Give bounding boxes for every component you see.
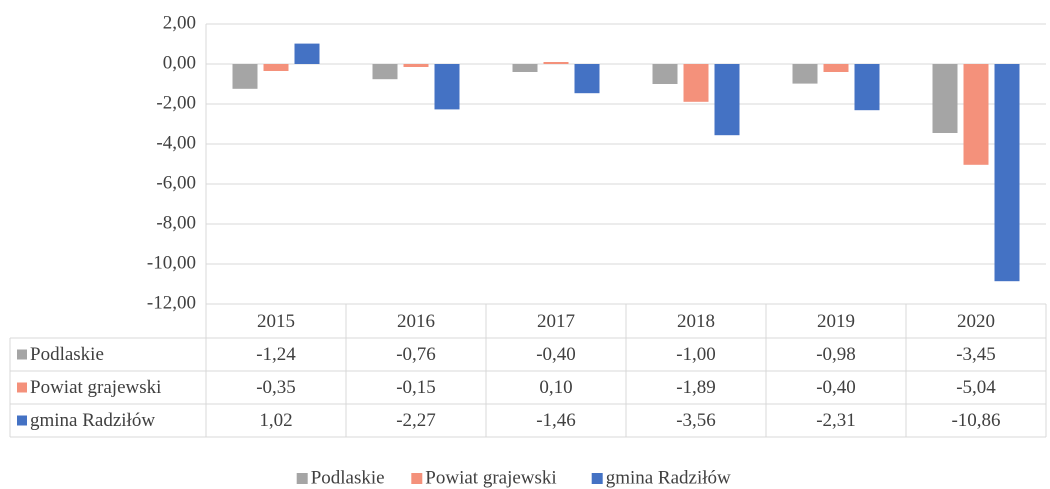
table-legend-key <box>17 382 27 393</box>
x-tick-label: 2020 <box>957 311 995 332</box>
bar <box>434 64 460 110</box>
bar <box>543 62 569 64</box>
table-value: -0,98 <box>816 344 856 365</box>
legend-label: Powiat grajewski <box>425 467 556 488</box>
bar <box>294 43 320 64</box>
table-value: -0,76 <box>396 344 436 365</box>
table-value: -3,56 <box>676 410 716 431</box>
bar <box>652 64 678 84</box>
bar <box>854 64 880 111</box>
bar <box>403 64 429 67</box>
table-row-label: Powiat grajewski <box>30 377 161 398</box>
table-value: -10,86 <box>951 410 1000 431</box>
table-value: -1,24 <box>256 344 296 365</box>
x-tick-label: 2019 <box>817 311 855 332</box>
y-tick-label: 0,00 <box>163 52 196 73</box>
y-tick-label: -10,00 <box>147 252 196 273</box>
legend-label: gmina Radziłów <box>606 467 731 488</box>
bar <box>683 64 709 102</box>
table-value: -5,04 <box>956 377 996 398</box>
bar <box>512 64 538 72</box>
bar <box>792 64 818 84</box>
table-value: -0,40 <box>536 344 576 365</box>
legend-key <box>591 473 603 484</box>
y-tick-label: -6,00 <box>156 172 196 193</box>
x-tick-label: 2017 <box>537 311 575 332</box>
y-tick-label: -8,00 <box>156 212 196 233</box>
table-value: 0,10 <box>539 377 572 398</box>
bar <box>263 64 289 71</box>
table-row-label: Podlaskie <box>30 344 104 365</box>
table-legend-key <box>17 415 27 426</box>
y-tick-label: -4,00 <box>156 132 196 153</box>
bar <box>372 64 398 80</box>
table-value: -0,40 <box>816 377 856 398</box>
bar <box>232 64 258 89</box>
bar <box>963 64 989 165</box>
x-tick-label: 2018 <box>677 311 715 332</box>
bar <box>994 64 1020 282</box>
table-value: -0,35 <box>256 377 296 398</box>
legend-key <box>411 473 423 484</box>
legend-key <box>296 473 308 484</box>
y-tick-label: -12,00 <box>147 292 196 313</box>
table-value: -1,89 <box>676 377 716 398</box>
table-value: -3,45 <box>956 344 996 365</box>
bar <box>574 64 600 94</box>
table-row-label: gmina Radziłów <box>30 410 155 431</box>
table-legend-key <box>17 349 27 360</box>
y-tick-label: 2,00 <box>163 12 196 33</box>
table-value: -0,15 <box>396 377 436 398</box>
bar <box>823 64 849 72</box>
x-tick-label: 2016 <box>397 311 435 332</box>
bar <box>714 64 740 136</box>
y-tick-label: -2,00 <box>156 92 196 113</box>
x-tick-label: 2015 <box>257 311 295 332</box>
table-value: -1,00 <box>676 344 716 365</box>
bar <box>932 64 958 133</box>
table-value: -2,31 <box>816 410 856 431</box>
legend-label: Podlaskie <box>311 467 385 488</box>
table-value: 1,02 <box>259 410 292 431</box>
table-value: -2,27 <box>396 410 436 431</box>
table-value: -1,46 <box>536 410 576 431</box>
